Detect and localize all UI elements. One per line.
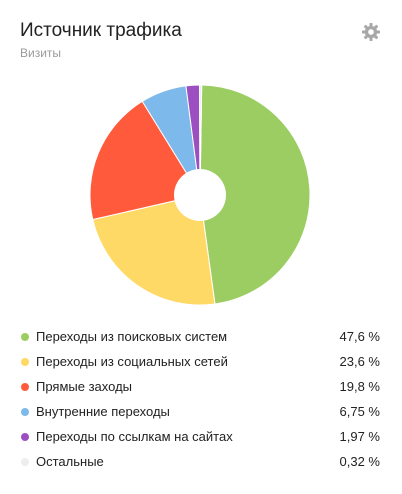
legend-value: 6,75 % — [339, 404, 380, 419]
legend-color-dot — [21, 433, 29, 441]
legend-color-dot — [21, 383, 29, 391]
legend-label: Переходы из социальных сетей — [36, 354, 228, 369]
legend-value: 19,8 % — [339, 379, 380, 394]
donut-hole — [174, 169, 226, 221]
widget-title: Источник трафика — [20, 20, 182, 41]
donut-chart — [89, 84, 311, 306]
legend-value: 1,97 % — [339, 429, 380, 444]
pie-slice[interactable] — [199, 84, 311, 305]
gear-icon[interactable] — [361, 22, 381, 42]
legend-value: 47,6 % — [339, 329, 380, 344]
pie-slice[interactable] — [199, 84, 203, 196]
legend-label: Прямые заходы — [36, 379, 133, 394]
legend-value: 23,6 % — [339, 354, 380, 369]
legend-label: Остальные — [36, 454, 104, 469]
legend-item[interactable]: Прямые заходы 19,8 % — [20, 374, 382, 399]
legend-label: Переходы по ссылкам на сайтах — [36, 429, 233, 444]
legend-color-dot — [21, 333, 29, 341]
legend-color-dot — [21, 358, 29, 366]
legend: Переходы из поисковых систем 47,6 % Перехо… — [20, 324, 382, 474]
legend-item[interactable]: Остальные 0,32 % — [20, 449, 382, 474]
legend-item[interactable]: Переходы по ссылкам на сайтах 1,97 % — [20, 424, 382, 449]
pie-slice[interactable] — [92, 194, 216, 306]
legend-color-dot — [21, 458, 29, 466]
pie-slice[interactable] — [89, 100, 201, 221]
widget-subtitle: Визиты — [20, 46, 62, 60]
legend-item[interactable]: Переходы из социальных сетей 23,6 % — [20, 349, 382, 374]
legend-label: Переходы из поисковых систем — [36, 329, 228, 344]
legend-value: 0,32 % — [339, 454, 380, 469]
chart-area — [88, 83, 312, 307]
legend-label: Внутренние переходы — [36, 404, 170, 419]
legend-item[interactable]: Внутренние переходы 6,75 % — [20, 399, 382, 424]
legend-item[interactable]: Переходы из поисковых систем 47,6 % — [20, 324, 382, 349]
legend-color-dot — [21, 408, 29, 416]
